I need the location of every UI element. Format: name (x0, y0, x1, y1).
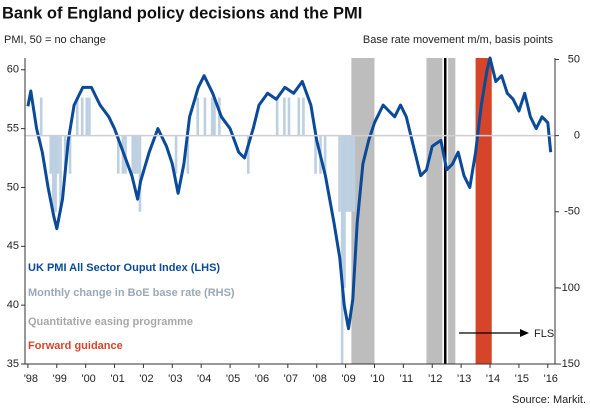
x-tick-label: '15 (515, 373, 529, 385)
left-axis-note: PMI, 50 = no change (4, 34, 106, 46)
rate-change-bar (138, 135, 142, 212)
x-tick-label: '13 (457, 373, 471, 385)
rate-change-bar (39, 97, 43, 136)
policy-period (475, 58, 492, 364)
rate-change-bar (52, 135, 55, 212)
legend-entry: Monthly change in BoE base rate (RHS) (28, 287, 235, 299)
x-tick-label: '07 (284, 373, 298, 385)
y2-tick-label: -150 (558, 358, 580, 370)
x-tick-label: '99 (53, 373, 67, 385)
rate-change-bar (210, 97, 214, 136)
rate-change-bar (203, 97, 207, 136)
rate-change-bar (63, 135, 67, 174)
shade-layer (351, 58, 492, 364)
rate-change-bar (302, 97, 305, 136)
rate-change-bar (56, 135, 60, 174)
x-tick-label: '09 (341, 373, 355, 385)
x-tick-label: '14 (486, 373, 500, 385)
rate-change-bar (275, 97, 279, 136)
y-tick-label: 55 (7, 123, 19, 135)
rate-change-bar (314, 135, 317, 174)
rate-change-bar (136, 135, 139, 174)
chart-title: Bank of England policy decisions and the… (2, 4, 362, 22)
policy-period (448, 58, 456, 364)
fls-label: FLS (534, 328, 554, 340)
fls-arrow-head (520, 329, 529, 337)
rate-change-bar (54, 135, 57, 212)
y-tick-label: 35 (7, 358, 19, 370)
x-tick-label: '00 (81, 373, 95, 385)
rate-change-bar (348, 135, 351, 212)
x-tick-label: '08 (313, 373, 327, 385)
x-tick-label: '12 (428, 373, 442, 385)
y2-tick-label: -100 (558, 282, 580, 294)
rate-change-bar (116, 135, 120, 174)
rate-change-bar (352, 135, 356, 212)
policy-period (426, 58, 443, 364)
legend-entry: UK PMI All Sector Ouput Index (LHS) (28, 262, 220, 274)
x-tick-label: '02 (139, 373, 153, 385)
rate-change-bar (85, 97, 89, 136)
rate-change-bar (283, 97, 286, 136)
y-tick-label: 40 (7, 299, 19, 311)
y-tick-label: 60 (7, 64, 19, 76)
x-tick-label: '98 (24, 373, 38, 385)
rate-change-bar (49, 135, 53, 174)
rate-change-bar (88, 97, 91, 136)
x-tick-label: '03 (168, 373, 182, 385)
rate-change-bar (343, 135, 346, 288)
rate-change-bar (323, 135, 327, 174)
rate-change-bar (297, 97, 301, 136)
x-tick-label: '16 (544, 373, 558, 385)
rate-change-bar (246, 135, 250, 174)
legend-entry: Forward guidance (28, 340, 123, 352)
rate-change-bar (350, 135, 353, 212)
line-layer (26, 56, 553, 331)
rate-change-bar (338, 135, 341, 212)
x-tick-label: '06 (255, 373, 269, 385)
rate-change-bar (174, 135, 178, 174)
rate-change-bar (133, 135, 137, 174)
rate-change-bar (131, 135, 135, 174)
x-tick-label: '11 (400, 373, 414, 385)
rate-change-bar (186, 135, 190, 174)
rate-change-bar (340, 135, 344, 364)
rate-change-bar (59, 135, 62, 212)
source: Source: Markit. (512, 394, 586, 406)
x-tick-label: '01 (110, 373, 124, 385)
y-tick-label: 45 (7, 240, 19, 252)
y2-tick-label: 50 (568, 53, 580, 65)
rate-change-bar (218, 97, 221, 136)
policy-period (351, 58, 375, 364)
y-tick-label: 50 (7, 181, 19, 193)
legend-entry: Quantitative easing programme (28, 316, 193, 328)
x-tick-label: '05 (226, 373, 240, 385)
rate-change-bar (287, 97, 291, 136)
y2-tick-label: 0 (574, 130, 580, 142)
rate-change-bar (213, 97, 216, 136)
y2-tick-label: -50 (564, 206, 580, 218)
x-tick-label: '10 (370, 373, 384, 385)
right-axis-note: Base rate movement m/m, basis points (363, 34, 554, 46)
rate-change-bar (80, 97, 84, 136)
pmi-line (26, 56, 553, 331)
axis-layer: '98 '99 '00 '01 '02 '03 '04 '05 '06 '07 '08 '09 '10 '… (7, 53, 580, 384)
rate-change-bar (345, 135, 349, 212)
x-tick-label: '04 (197, 373, 211, 385)
rate-change-bar (75, 97, 79, 136)
rate-change-bar (68, 135, 72, 174)
rate-change-bar (196, 97, 200, 136)
